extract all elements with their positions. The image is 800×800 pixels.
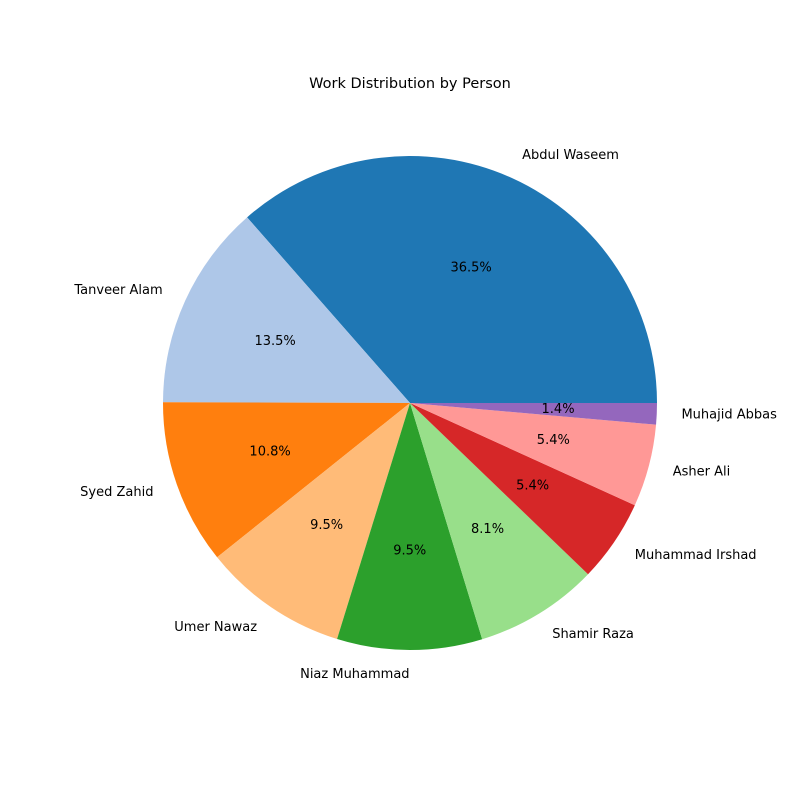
pie-slice-7 bbox=[410, 403, 657, 506]
slice-percent-label-5: 8.1% bbox=[471, 522, 504, 537]
slice-label-7: Asher Ali bbox=[673, 465, 731, 480]
pie-slice-2 bbox=[162, 402, 410, 558]
slice-label-2: Syed Zahid bbox=[80, 485, 153, 500]
slice-label-5: Shamir Raza bbox=[552, 627, 634, 642]
pie-slice-1 bbox=[163, 217, 410, 403]
slice-percent-label-8: 1.4% bbox=[542, 402, 575, 417]
slice-percent-label-0: 36.5% bbox=[450, 261, 491, 276]
chart-title: Work Distribution by Person bbox=[309, 76, 511, 92]
pie-slices bbox=[162, 156, 657, 651]
slice-label-1: Tanveer Alam bbox=[73, 283, 162, 298]
slice-percent-label-1: 13.5% bbox=[254, 334, 295, 349]
slice-percent-label-6: 5.4% bbox=[516, 479, 549, 494]
pie-slice-5 bbox=[410, 403, 589, 640]
slice-percent-label-2: 10.8% bbox=[249, 444, 290, 459]
pie-slice-3 bbox=[217, 403, 410, 639]
pie-slice-4 bbox=[337, 403, 483, 651]
slice-percent-label-4: 9.5% bbox=[393, 544, 426, 559]
pie-slice-8 bbox=[410, 403, 657, 425]
pie-labels: Abdul Waseem 36.5% Tanveer Alam 13.5% Syed Z… bbox=[73, 148, 777, 682]
slice-label-4: Niaz Muhammad bbox=[300, 667, 409, 682]
slice-percent-label-7: 5.4% bbox=[537, 433, 570, 448]
pie-slice-0 bbox=[247, 156, 657, 403]
slice-label-3: Umer Nawaz bbox=[174, 620, 257, 635]
slice-percent-label-3: 9.5% bbox=[310, 518, 343, 533]
pie-slice-6 bbox=[410, 403, 635, 575]
slice-label-6: Muhammad Irshad bbox=[635, 548, 757, 563]
slice-label-0: Abdul Waseem bbox=[522, 148, 619, 163]
slice-label-8: Muhajid Abbas bbox=[681, 407, 777, 422]
